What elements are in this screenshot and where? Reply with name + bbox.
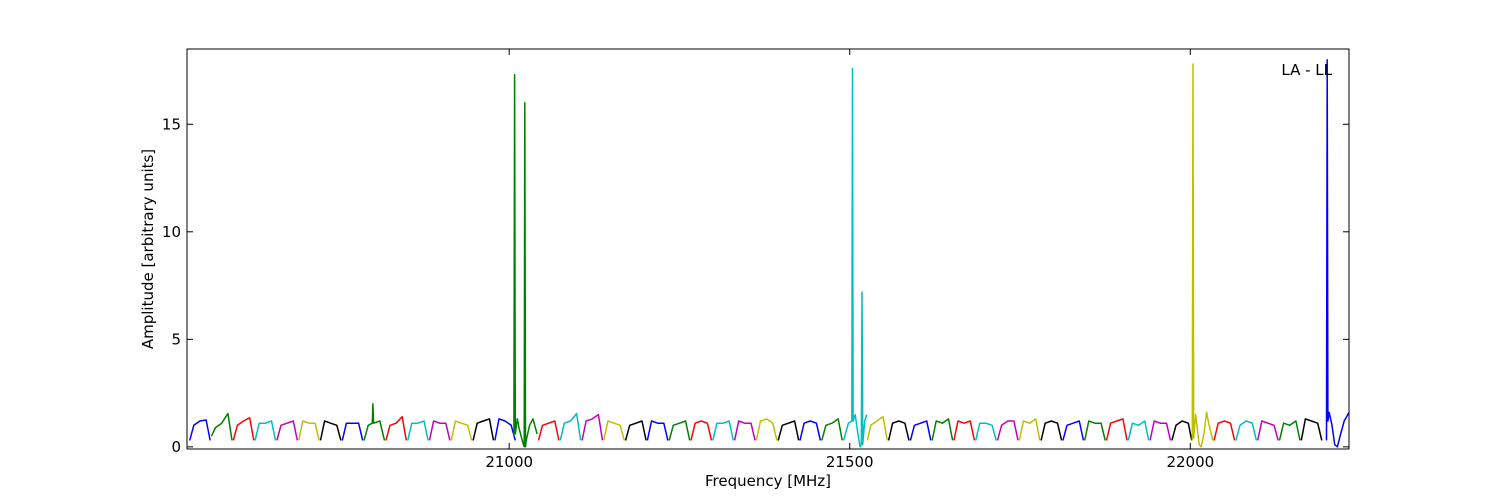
annotation: LA - LL	[1281, 61, 1332, 79]
series-line	[624, 420, 647, 441]
series-line	[254, 420, 277, 441]
series-line	[1325, 59, 1349, 448]
series-line	[341, 422, 364, 441]
series-line	[1235, 420, 1258, 441]
series-line	[1278, 420, 1301, 441]
series-line	[1213, 420, 1236, 441]
series-line	[712, 420, 735, 441]
series-line	[1105, 418, 1128, 441]
y-tick-label: 0	[171, 438, 181, 456]
series-line	[188, 419, 211, 441]
series-line	[953, 420, 976, 441]
series-line	[996, 420, 1019, 441]
series-line	[909, 420, 932, 441]
x-tick-label: 21500	[826, 453, 874, 471]
series-line	[755, 418, 778, 441]
series-line	[428, 420, 451, 441]
series-line	[406, 420, 429, 441]
series-line	[513, 74, 538, 448]
series-line	[494, 418, 517, 441]
series-line	[1127, 420, 1150, 441]
series-line	[974, 422, 997, 441]
series-line	[1062, 420, 1085, 441]
y-tick-label: 15	[162, 115, 181, 133]
plot-lines	[188, 59, 1349, 448]
series-line	[1083, 420, 1106, 441]
y-tick-label: 10	[162, 223, 181, 241]
series-line	[319, 420, 342, 441]
series-line	[210, 412, 233, 441]
series-line	[887, 420, 910, 441]
series-line	[559, 412, 582, 441]
series-line	[690, 420, 713, 441]
series-line	[668, 420, 691, 441]
series-line	[1300, 418, 1323, 441]
series-line	[581, 413, 604, 441]
series-line	[931, 418, 954, 441]
series-line	[777, 420, 800, 441]
series-line	[603, 420, 626, 441]
series-line	[1191, 63, 1214, 448]
series-line	[537, 420, 560, 441]
y-tick-label: 5	[171, 330, 181, 348]
series-line	[385, 415, 408, 441]
series-line	[1040, 420, 1063, 441]
x-tick-label: 22000	[1166, 453, 1214, 471]
x-tick-label: 21000	[485, 453, 533, 471]
y-axis-label: Amplitude [arbitrary units]	[139, 149, 157, 349]
series-line	[842, 67, 868, 448]
series-line	[1256, 420, 1279, 441]
series-line	[646, 420, 669, 441]
series-line	[866, 415, 888, 441]
plot-frame	[186, 48, 1350, 450]
series-line	[472, 418, 495, 441]
series-line	[1018, 418, 1041, 441]
series-line	[1171, 420, 1193, 441]
series-line	[232, 417, 255, 441]
series-line	[276, 420, 299, 441]
series-line	[363, 403, 386, 441]
series-line	[821, 418, 843, 441]
series-line	[297, 420, 320, 441]
series-line	[799, 420, 822, 441]
series-line	[733, 420, 756, 441]
series-line	[450, 420, 473, 441]
series-line	[1149, 420, 1172, 441]
x-axis-label: Frequency [MHz]	[705, 472, 831, 490]
